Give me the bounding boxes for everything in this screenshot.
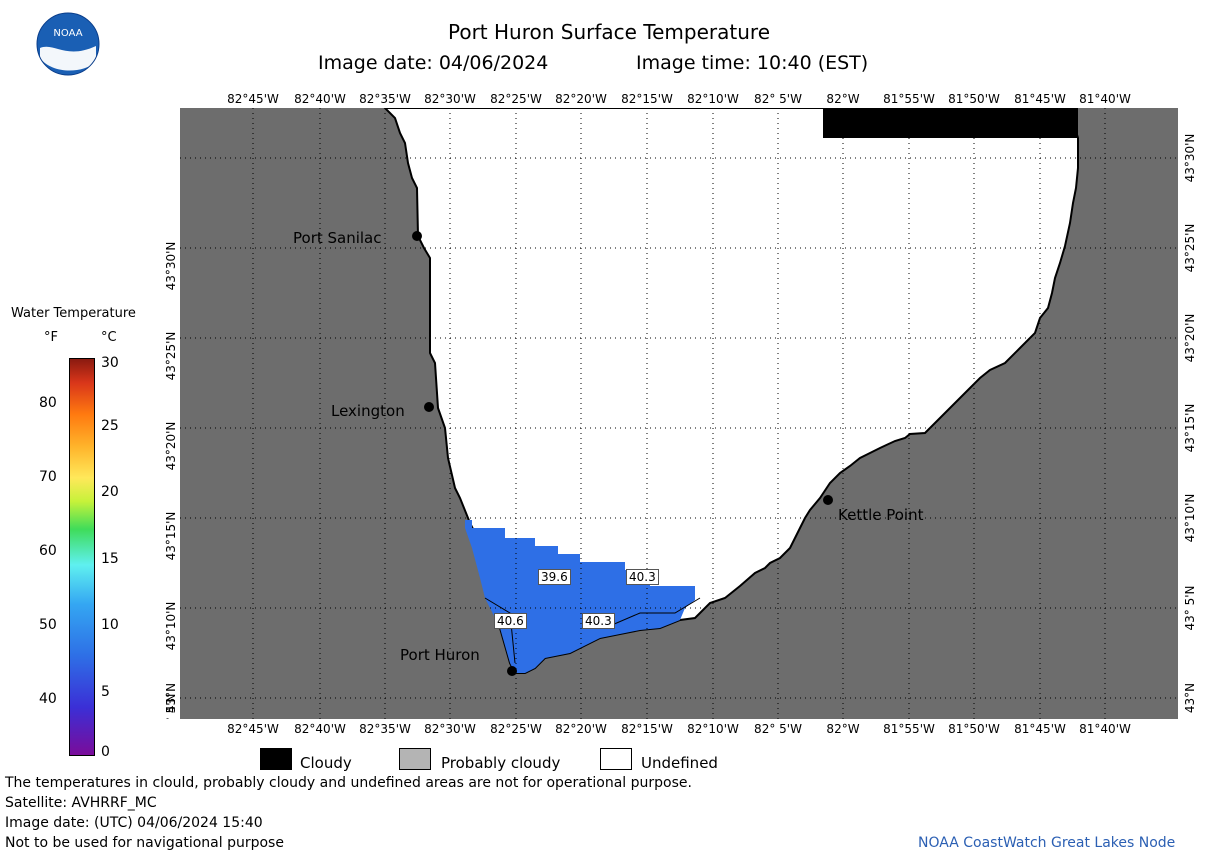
scale-tick-c: 25 [101,418,119,434]
temperature-map[interactable]: Port Sanilac Lexington Kettle Point Port… [180,108,1178,719]
color-scale-bar [69,358,95,756]
image-time: Image time: 10:40 (EST) [636,52,869,74]
temperature-label: 40.3 [582,613,615,629]
scale-unit-c: °C [101,330,117,345]
lon-tick-top: 81°55'W [883,92,935,106]
lon-tick-top: 82°10'W [687,92,739,106]
kettle-point-marker[interactable] [823,495,833,505]
lon-tick-bottom: 82°15'W [621,722,673,736]
footer-navigation-warning: Not to be used for navigational purpose [5,835,284,851]
lon-tick-top: 82°15'W [621,92,673,106]
lat-axis-right: 43°30'N 43°25'N 43°20'N 43°15'N 43°10'N … [1182,108,1198,719]
scale-tick-f: 70 [39,469,57,485]
cloudy-area [823,108,1078,138]
temperature-label: 40.3 [626,569,659,585]
lat-tick-left: 43°10'N [164,602,178,651]
lat-tick-left: 43°15'N [164,512,178,561]
footer-disclaimer: The temperatures in clould, probably clo… [5,775,692,791]
lat-tick-left: 43°20'N [164,422,178,471]
lon-tick-bottom: 82°40'W [294,722,346,736]
legend-swatch-probably-cloudy [399,748,431,770]
lat-tick-right: 43°25'N [1183,224,1197,273]
lon-tick-top: 82°25'W [490,92,542,106]
lon-tick-bottom: 82°10'W [687,722,739,736]
city-label-port-sanilac: Port Sanilac [293,229,382,247]
city-label-kettle-point: Kettle Point [838,506,924,524]
lat-axis-left: 43°30'N 43°25'N 43°20'N 43°15'N 43°10'N … [163,108,179,739]
lon-tick-bottom: 81°55'W [883,722,935,736]
noaa-logo: NOAA [36,12,100,76]
lon-tick-bottom: 82°W [826,722,860,736]
lon-tick-top: 81°50'W [948,92,1000,106]
lon-tick-bottom: 82°30'W [424,722,476,736]
scale-tick-c: 20 [101,484,119,500]
lon-tick-bottom: 82°20'W [555,722,607,736]
lon-tick-bottom: 82°35'W [359,722,411,736]
page-title: Port Huron Surface Temperature [447,20,770,44]
legend-label-probably-cloudy: Probably cloudy [441,754,561,772]
lon-tick-top: 82°35'W [359,92,411,106]
city-label-port-huron: Port Huron [400,646,480,664]
noaa-logo-text: NOAA [53,28,82,39]
lon-tick-bottom: 81°45'W [1014,722,1066,736]
legend-label-undefined: Undefined [641,754,718,772]
graticule [180,108,1178,719]
lat-axis-left-last: 43°N [163,680,179,720]
scale-tick-c: 30 [101,355,119,371]
lon-tick-top: 82°20'W [555,92,607,106]
scale-tick-c: 10 [101,617,119,633]
lat-tick-right: 43°10'N [1183,494,1197,543]
lon-tick-top: 81°40'W [1079,92,1131,106]
image-date: Image date: 04/06/2024 [318,52,549,74]
scale-tick-f: 80 [39,395,57,411]
lon-tick-bottom: 82°45'W [227,722,279,736]
scale-tick-c: 0 [101,744,110,760]
footer-credit: NOAA CoastWatch Great Lakes Node [918,835,1176,851]
temperature-label: 39.6 [538,569,571,585]
lat-tick-left: 43°30'N [164,242,178,291]
lon-tick-top: 82°40'W [294,92,346,106]
lat-tick-right: 43°15'N [1183,404,1197,453]
lon-tick-bottom: 81°50'W [948,722,1000,736]
scale-title: Water Temperature [11,306,136,321]
lat-tick-right: 43° 5'N [1183,586,1197,631]
lon-tick-top: 82°30'W [424,92,476,106]
footer-image-date-utc: Image date: (UTC) 04/06/2024 15:40 [5,815,263,831]
lon-tick-top: 82° 5'W [754,92,802,106]
scale-unit-f: °F [44,330,58,345]
lat-tick-right: 43°N [1183,683,1197,713]
lat-tick-right: 43°20'N [1183,314,1197,363]
measured-water-area [465,520,695,673]
scale-tick-f: 50 [39,617,57,633]
temperature-label: 40.6 [494,613,527,629]
lon-tick-bottom: 82° 5'W [754,722,802,736]
lat-tick-left: 43°N [164,683,178,713]
lat-tick-right: 43°30'N [1183,134,1197,183]
lon-tick-top: 82°45'W [227,92,279,106]
scale-tick-f: 60 [39,543,57,559]
port-huron-marker[interactable] [507,666,517,676]
lon-tick-top: 81°45'W [1014,92,1066,106]
lon-tick-bottom: 82°25'W [490,722,542,736]
legend-swatch-undefined [600,748,632,770]
lake-undefined-area [383,108,1079,674]
scale-tick-f: 40 [39,691,57,707]
lexington-marker[interactable] [424,402,434,412]
city-label-lexington: Lexington [331,402,405,420]
lon-tick-bottom: 81°40'W [1079,722,1131,736]
port-sanilac-marker[interactable] [412,231,422,241]
scale-tick-c: 15 [101,551,119,567]
lat-tick-left: 43°25'N [164,332,178,381]
scale-tick-c: 5 [101,684,110,700]
legend-label-cloudy: Cloudy [300,754,352,772]
river-line [604,597,701,629]
footer-satellite: Satellite: AVHRRF_MC [5,795,157,811]
legend-swatch-cloudy [260,748,292,770]
lon-tick-top: 82°W [826,92,860,106]
